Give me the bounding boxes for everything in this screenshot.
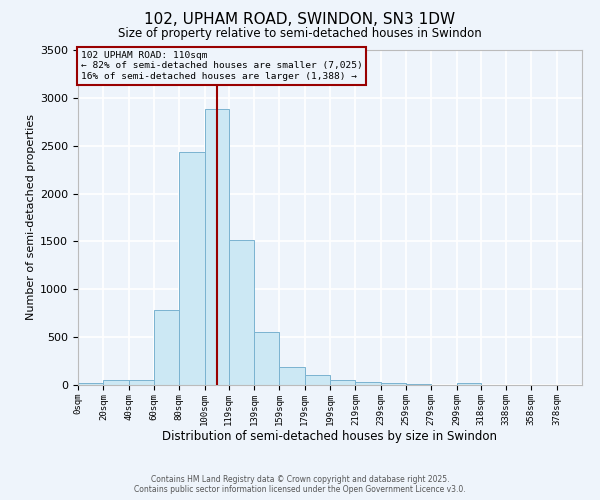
Text: 102 UPHAM ROAD: 110sqm
← 82% of semi-detached houses are smaller (7,025)
16% of : 102 UPHAM ROAD: 110sqm ← 82% of semi-det…	[80, 51, 362, 81]
Text: 102, UPHAM ROAD, SWINDON, SN3 1DW: 102, UPHAM ROAD, SWINDON, SN3 1DW	[145, 12, 455, 28]
Bar	[103, 380, 128, 385]
X-axis label: Distribution of semi-detached houses by size in Swindon: Distribution of semi-detached houses by …	[163, 430, 497, 444]
Bar	[154, 310, 179, 385]
Bar	[305, 376, 330, 385]
Bar	[179, 152, 205, 385]
Bar	[128, 380, 154, 385]
Bar	[229, 240, 254, 385]
Bar	[78, 383, 103, 385]
Bar	[254, 332, 280, 385]
Bar	[457, 382, 481, 385]
Y-axis label: Number of semi-detached properties: Number of semi-detached properties	[26, 114, 36, 320]
Text: Contains HM Land Registry data © Crown copyright and database right 2025.
Contai: Contains HM Land Registry data © Crown c…	[134, 474, 466, 494]
Bar	[330, 380, 355, 385]
Bar	[406, 384, 431, 385]
Bar	[355, 382, 380, 385]
Bar	[280, 367, 305, 385]
Bar	[205, 110, 229, 385]
Bar	[380, 383, 406, 385]
Text: Size of property relative to semi-detached houses in Swindon: Size of property relative to semi-detach…	[118, 28, 482, 40]
